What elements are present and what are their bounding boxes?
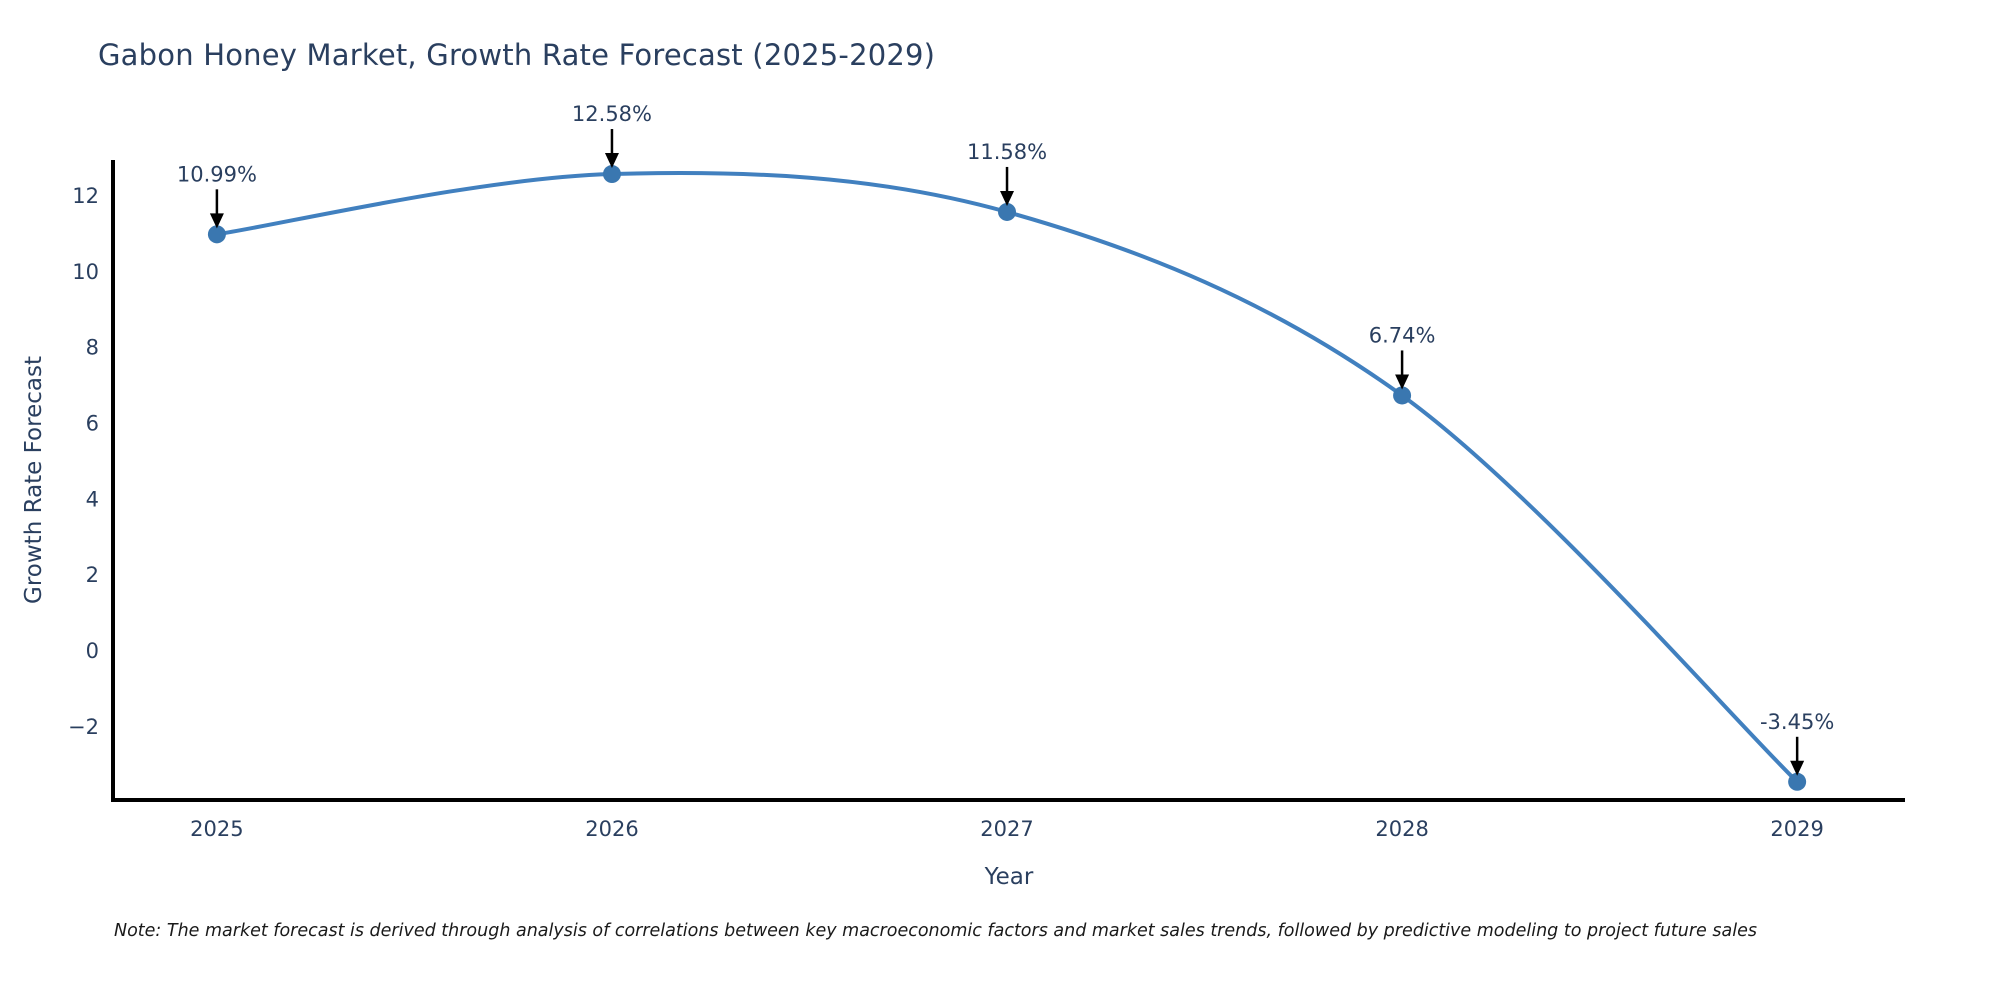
- y-tick-label: 6: [86, 412, 99, 436]
- x-tick-label: 2029: [1770, 817, 1823, 841]
- y-tick-label: 4: [86, 487, 99, 511]
- y-tick-label: 12: [72, 184, 99, 208]
- data-point-marker: [1393, 386, 1412, 405]
- annotation-arrowhead: [1000, 190, 1015, 206]
- chart-title: Gabon Honey Market, Growth Rate Forecast…: [98, 38, 936, 72]
- annotation-arrowhead: [1790, 760, 1805, 776]
- annotation-arrowhead: [209, 213, 224, 229]
- y-tick-label: 0: [86, 639, 99, 663]
- data-point-marker: [1788, 772, 1807, 791]
- y-axis-title: Growth Rate Forecast: [21, 356, 47, 604]
- trace-line: [214, 170, 1800, 784]
- y-tick-label: −2: [68, 715, 99, 739]
- data-point-marker: [998, 202, 1017, 221]
- x-axis-title: Year: [984, 864, 1034, 890]
- y-tick-label: 2: [86, 563, 99, 587]
- data-point-marker: [207, 225, 226, 244]
- annotation-label: 10.99%: [177, 162, 257, 186]
- annotation-arrowhead: [604, 153, 619, 169]
- annotation-label: 12.58%: [572, 102, 652, 126]
- annotation-label: -3.45%: [1760, 710, 1834, 734]
- annotation-arrowhead: [1395, 374, 1410, 390]
- annotation-label: 6.74%: [1369, 323, 1436, 347]
- x-tick-label: 2027: [980, 817, 1033, 841]
- data-point-marker: [602, 165, 621, 184]
- x-tick-label: 2028: [1375, 817, 1428, 841]
- x-tick-label: 2026: [585, 817, 638, 841]
- y-tick-label: 10: [72, 260, 99, 284]
- footnote: Note: The market forecast is derived thr…: [114, 921, 1757, 941]
- y-tick-label: 8: [86, 336, 99, 360]
- annotation-label: 11.58%: [967, 140, 1047, 164]
- x-tick-label: 2025: [190, 817, 243, 841]
